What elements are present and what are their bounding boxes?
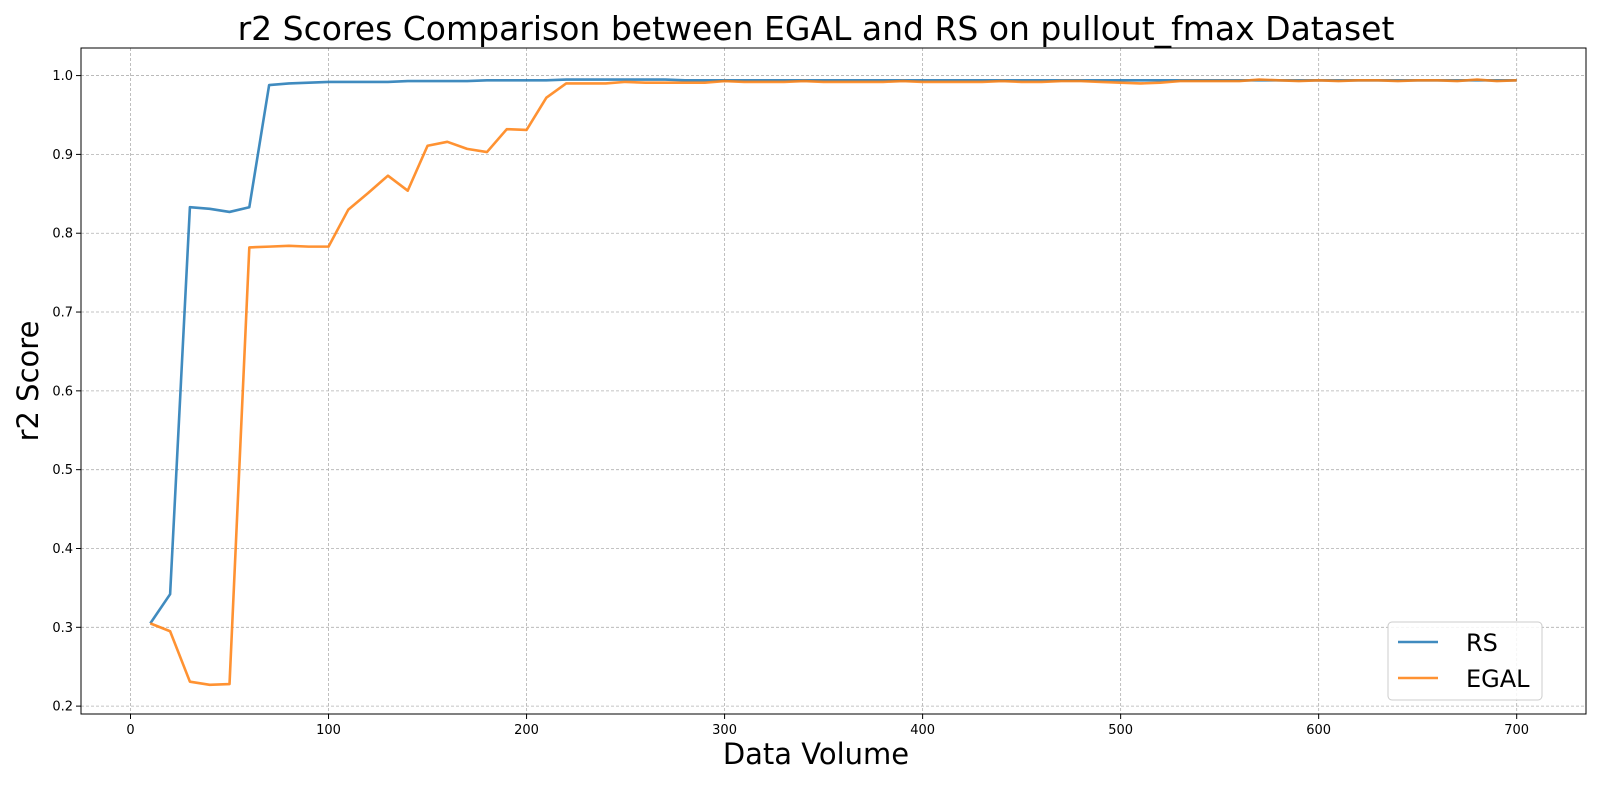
grid-lines [81,48,1586,714]
x-tick-label: 100 [316,723,341,738]
x-tick-label: 600 [1306,723,1331,738]
y-axis-label: r2 Score [11,321,45,442]
y-tick-label: 0.4 [52,542,73,557]
legend-label-egal: EGAL [1466,665,1530,693]
x-axis-label: Data Volume [723,737,909,771]
x-tick-label: 200 [514,723,539,738]
legend: RS EGAL [1387,621,1543,701]
y-tick-label: 0.9 [52,148,73,163]
series-lines [149,78,1517,687]
y-tick-label: 0.7 [52,306,73,321]
plot-frame [80,47,1587,715]
y-tick-label: 0.3 [52,621,73,636]
legend-label-rs: RS [1466,629,1498,657]
x-tick-label: 0 [126,723,134,738]
series-line-rs [149,78,1517,625]
x-tick-label: 500 [1108,723,1133,738]
series-line-egal [149,78,1517,687]
y-tick-label: 1.0 [52,69,73,84]
chart-title: r2 Scores Comparison between EGAL and RS… [238,9,1395,48]
axis-ticks: 0 100 200 300 400 500 600 700 0.2 0.3 0.4 0.5 0.6 0.7… [52,69,1529,738]
x-tick-label: 400 [910,723,935,738]
x-tick-label: 700 [1504,723,1529,738]
y-tick-label: 0.5 [52,463,73,478]
y-tick-label: 0.8 [52,227,73,242]
x-tick-label: 300 [712,723,737,738]
y-tick-label: 0.6 [52,384,73,399]
y-tick-label: 0.2 [52,700,73,715]
